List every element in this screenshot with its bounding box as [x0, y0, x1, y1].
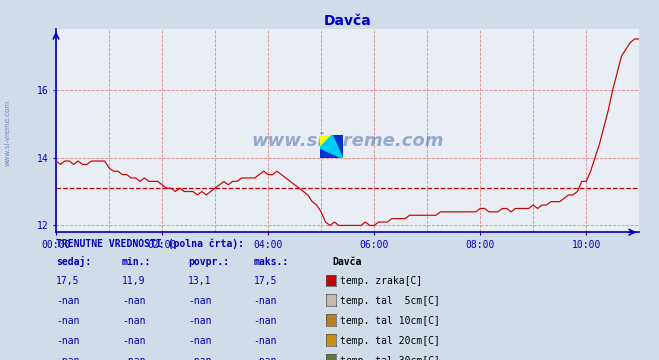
Text: -nan: -nan: [254, 296, 277, 306]
Text: -nan: -nan: [254, 336, 277, 346]
Text: temp. zraka[C]: temp. zraka[C]: [340, 276, 422, 287]
Text: Davča: Davča: [333, 257, 362, 267]
Text: povpr.:: povpr.:: [188, 257, 229, 267]
Text: TRENUTNE VREDNOSTI (polna črta):: TRENUTNE VREDNOSTI (polna črta):: [56, 238, 244, 249]
Polygon shape: [320, 135, 343, 158]
Text: temp. tal 20cm[C]: temp. tal 20cm[C]: [340, 336, 440, 346]
Text: -nan: -nan: [122, 296, 146, 306]
Text: sedaj:: sedaj:: [56, 256, 91, 267]
Text: min.:: min.:: [122, 257, 152, 267]
Text: www.si-vreme.com: www.si-vreme.com: [5, 100, 11, 166]
Text: 11,9: 11,9: [122, 276, 146, 287]
Text: www.si-vreme.com: www.si-vreme.com: [251, 132, 444, 150]
Text: -nan: -nan: [188, 316, 212, 326]
Text: -nan: -nan: [56, 296, 80, 306]
Title: Davča: Davča: [324, 14, 372, 28]
Text: -nan: -nan: [188, 296, 212, 306]
Text: -nan: -nan: [188, 336, 212, 346]
Text: -nan: -nan: [122, 336, 146, 346]
Text: -nan: -nan: [122, 356, 146, 360]
Text: temp. tal 30cm[C]: temp. tal 30cm[C]: [340, 356, 440, 360]
Text: 13,1: 13,1: [188, 276, 212, 287]
Text: -nan: -nan: [122, 316, 146, 326]
Text: maks.:: maks.:: [254, 257, 289, 267]
Text: -nan: -nan: [56, 316, 80, 326]
Text: 17,5: 17,5: [254, 276, 277, 287]
Text: temp. tal  5cm[C]: temp. tal 5cm[C]: [340, 296, 440, 306]
Text: -nan: -nan: [56, 336, 80, 346]
Text: -nan: -nan: [254, 316, 277, 326]
Text: 17,5: 17,5: [56, 276, 80, 287]
Text: -nan: -nan: [56, 356, 80, 360]
Polygon shape: [320, 135, 332, 148]
Text: temp. tal 10cm[C]: temp. tal 10cm[C]: [340, 316, 440, 326]
Text: -nan: -nan: [188, 356, 212, 360]
Text: -nan: -nan: [254, 356, 277, 360]
